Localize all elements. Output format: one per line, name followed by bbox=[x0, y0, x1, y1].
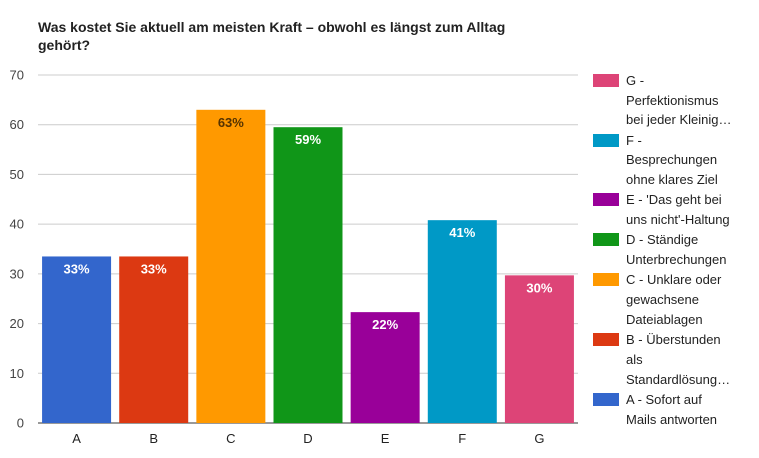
x-tick-label: E bbox=[381, 431, 390, 446]
legend-label-line: als bbox=[626, 351, 643, 367]
data-label: 33% bbox=[64, 261, 90, 276]
legend-label: F - Besprechungen ohne klares Ziel bbox=[626, 131, 754, 190]
legend-label-line: Unterbrechungen bbox=[626, 252, 727, 268]
legend-label-line: D - Ständige bbox=[626, 232, 699, 248]
legend-label-line: A - Sofort auf bbox=[626, 391, 702, 407]
legend-label: A - Sofort auf Mails antworten bbox=[626, 390, 754, 429]
legend-label: E - 'Das geht bei uns nicht'-Haltung bbox=[626, 190, 754, 229]
legend-label-line: B - Überstunden bbox=[626, 332, 721, 348]
legend-label-line: C - Unklare oder bbox=[626, 272, 722, 288]
bar-d[interactable] bbox=[273, 127, 343, 423]
legend-item[interactable]: E - 'Das geht bei uns nicht'-Haltung bbox=[593, 190, 754, 229]
legend-item[interactable]: D - Ständige Unterbrechungen bbox=[593, 230, 754, 269]
x-tick-label: D bbox=[303, 431, 312, 446]
y-tick-label: 60 bbox=[10, 117, 24, 132]
y-tick-label: 20 bbox=[10, 316, 24, 331]
y-tick-label: 10 bbox=[10, 366, 24, 381]
chart-title: Was kostet Sie aktuell am meisten Kraft … bbox=[38, 19, 506, 53]
legend-label-line: F - bbox=[626, 132, 642, 148]
legend-label: C - Unklare oder gewachsene Dateiablagen bbox=[626, 270, 754, 329]
legend-item[interactable]: A - Sofort auf Mails antworten bbox=[593, 390, 754, 429]
legend-label: D - Ständige Unterbrechungen bbox=[626, 230, 754, 269]
legend-label: G - Perfektionismus bei jeder Kleinig… bbox=[626, 71, 754, 130]
legend-item[interactable]: B - Überstunden als Standardlösung… bbox=[593, 330, 754, 389]
x-tick-label: F bbox=[458, 431, 466, 446]
bar-c[interactable] bbox=[196, 109, 266, 424]
legend-label: B - Überstunden als Standardlösung… bbox=[626, 330, 754, 389]
y-tick-label: 30 bbox=[10, 266, 24, 281]
bar-a[interactable] bbox=[42, 256, 112, 423]
legend-swatch bbox=[593, 193, 619, 207]
legend-swatch bbox=[593, 392, 619, 406]
data-label: 22% bbox=[372, 317, 398, 332]
legend-label-line: Besprechungen bbox=[626, 152, 718, 168]
legend-label-line: Dateiablagen bbox=[626, 311, 703, 327]
legend-item[interactable]: G - Perfektionismus bei jeder Kleinig… bbox=[593, 71, 754, 130]
x-tick-label: C bbox=[226, 431, 235, 446]
bar-b[interactable] bbox=[119, 256, 189, 423]
legend-swatch bbox=[593, 233, 619, 247]
legend-label-line: gewachsene bbox=[626, 292, 699, 308]
bar-g[interactable] bbox=[504, 275, 574, 423]
y-tick-label: 40 bbox=[10, 217, 24, 232]
legend-label-line: Standardlösung… bbox=[626, 371, 731, 387]
legend-swatch bbox=[593, 333, 619, 347]
legend-swatch bbox=[593, 273, 619, 287]
legend-item[interactable]: C - Unklare oder gewachsene Dateiablagen bbox=[593, 270, 754, 329]
data-label: 41% bbox=[449, 225, 475, 240]
legend-label-line: E - 'Das geht bei bbox=[626, 192, 722, 208]
x-tick-label: G bbox=[534, 431, 544, 446]
data-label: 59% bbox=[295, 132, 321, 147]
legend-label-line: Mails antworten bbox=[626, 411, 718, 427]
legend-swatch bbox=[593, 133, 619, 147]
legend-label-line: bei jeder Kleinig… bbox=[626, 112, 732, 128]
legend-item[interactable]: F - Besprechungen ohne klares Ziel bbox=[593, 131, 754, 190]
legend-label-line: G - bbox=[626, 73, 645, 88]
y-tick-label: 0 bbox=[17, 416, 24, 431]
legend-label-line: uns nicht'-Haltung bbox=[626, 212, 730, 228]
data-label: 30% bbox=[526, 280, 552, 295]
x-tick-label: A bbox=[72, 431, 81, 446]
bar-e[interactable] bbox=[350, 312, 420, 423]
legend-label-line: ohne klares Ziel bbox=[626, 172, 718, 188]
legend-label-line: Perfektionismus bbox=[626, 92, 719, 108]
y-tick-label: 70 bbox=[10, 68, 24, 83]
data-label: 33% bbox=[141, 261, 167, 276]
x-tick-label: B bbox=[149, 431, 158, 446]
legend-swatch bbox=[593, 74, 619, 87]
y-tick-label: 50 bbox=[10, 167, 24, 182]
bar-f[interactable] bbox=[427, 220, 497, 423]
data-label: 63% bbox=[218, 115, 244, 130]
